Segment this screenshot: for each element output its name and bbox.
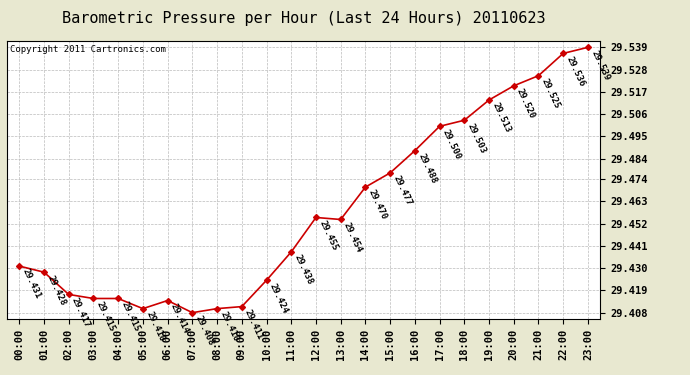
Text: 29.503: 29.503: [466, 122, 488, 154]
Text: 29.410: 29.410: [219, 310, 240, 343]
Text: 29.415: 29.415: [95, 300, 117, 333]
Text: 29.414: 29.414: [169, 302, 191, 335]
Text: 29.454: 29.454: [342, 221, 364, 254]
Text: 29.536: 29.536: [564, 55, 586, 88]
Text: 29.520: 29.520: [515, 87, 537, 120]
Text: 29.428: 29.428: [46, 273, 67, 307]
Text: 29.470: 29.470: [367, 189, 388, 222]
Text: 29.438: 29.438: [293, 253, 315, 286]
Text: 29.455: 29.455: [317, 219, 339, 252]
Text: 29.408: 29.408: [194, 314, 215, 347]
Text: 29.500: 29.500: [441, 128, 463, 161]
Text: 29.539: 29.539: [589, 49, 611, 82]
Text: 29.477: 29.477: [391, 174, 413, 207]
Text: 29.417: 29.417: [70, 296, 92, 329]
Text: 29.431: 29.431: [21, 267, 43, 300]
Text: 29.415: 29.415: [119, 300, 141, 333]
Text: Copyright 2011 Cartronics.com: Copyright 2011 Cartronics.com: [10, 45, 166, 54]
Text: 29.424: 29.424: [268, 282, 290, 315]
Text: 29.410: 29.410: [144, 310, 166, 343]
Text: 29.513: 29.513: [491, 101, 512, 134]
Text: Barometric Pressure per Hour (Last 24 Hours) 20110623: Barometric Pressure per Hour (Last 24 Ho…: [62, 11, 545, 26]
Text: 29.411: 29.411: [243, 308, 265, 341]
Text: 29.488: 29.488: [416, 152, 438, 185]
Text: 29.525: 29.525: [540, 77, 562, 110]
